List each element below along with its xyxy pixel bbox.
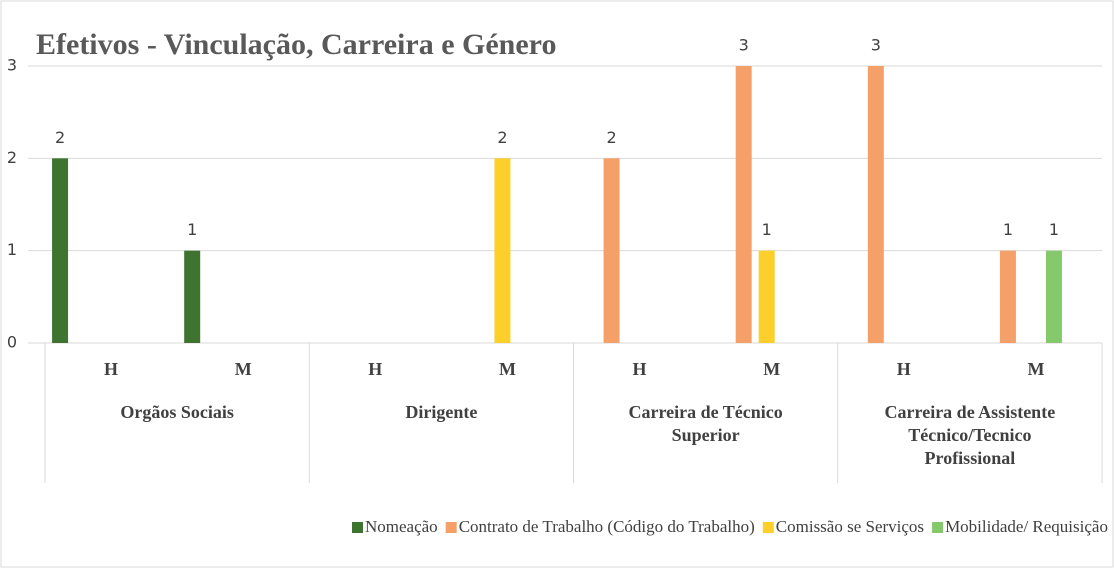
y-tick-label: 3 — [7, 56, 17, 75]
group-label: Dirigente — [405, 402, 477, 422]
bar — [735, 66, 752, 343]
legend-swatch — [445, 522, 457, 533]
bar — [1045, 250, 1062, 343]
x-tick-label: H — [104, 359, 118, 379]
bar — [867, 66, 884, 343]
x-tick-label: M — [235, 359, 252, 379]
group-label: Orgãos Sociais — [120, 402, 234, 422]
bar — [758, 250, 775, 343]
legend-label: Comissão se Serviços — [776, 517, 924, 536]
chart-title: Efetivos - Vinculação, Carreira e Género — [36, 28, 556, 61]
bar — [184, 250, 201, 343]
y-tick-label: 2 — [7, 148, 17, 167]
legend-label: Mobilidade/ Requisição — [945, 517, 1108, 536]
data-label: 2 — [497, 128, 507, 147]
legend-swatch — [932, 522, 944, 533]
data-label: 3 — [871, 36, 881, 55]
legend-label: Nomeação — [365, 517, 438, 536]
x-tick-label: M — [1027, 359, 1044, 379]
y-tick-label: 0 — [7, 333, 17, 352]
x-tick-label: H — [633, 359, 647, 379]
data-label: 1 — [1003, 220, 1013, 239]
legend-label: Contrato de Trabalho (Código do Trabalho… — [459, 517, 755, 536]
legend-swatch — [762, 522, 774, 533]
data-label: 3 — [739, 36, 749, 55]
data-label: 2 — [606, 128, 616, 147]
bar — [494, 158, 511, 343]
bar — [52, 158, 69, 343]
group-label: Carreira de Técnico Superior — [628, 402, 782, 445]
x-tick-label: M — [763, 359, 780, 379]
data-label: 1 — [1049, 220, 1059, 239]
x-tick-label: M — [499, 359, 516, 379]
data-label: 2 — [55, 128, 65, 147]
y-tick-label: 1 — [7, 240, 17, 259]
data-label: 1 — [187, 220, 197, 239]
x-tick-label: H — [368, 359, 382, 379]
data-label: 1 — [762, 220, 772, 239]
bar — [999, 250, 1016, 343]
legend-swatch — [352, 522, 363, 533]
group-label: Carreira de Assistente Técnico/Tecnico Pro… — [885, 402, 1056, 468]
x-tick-label: H — [897, 359, 911, 379]
bar — [603, 158, 620, 343]
